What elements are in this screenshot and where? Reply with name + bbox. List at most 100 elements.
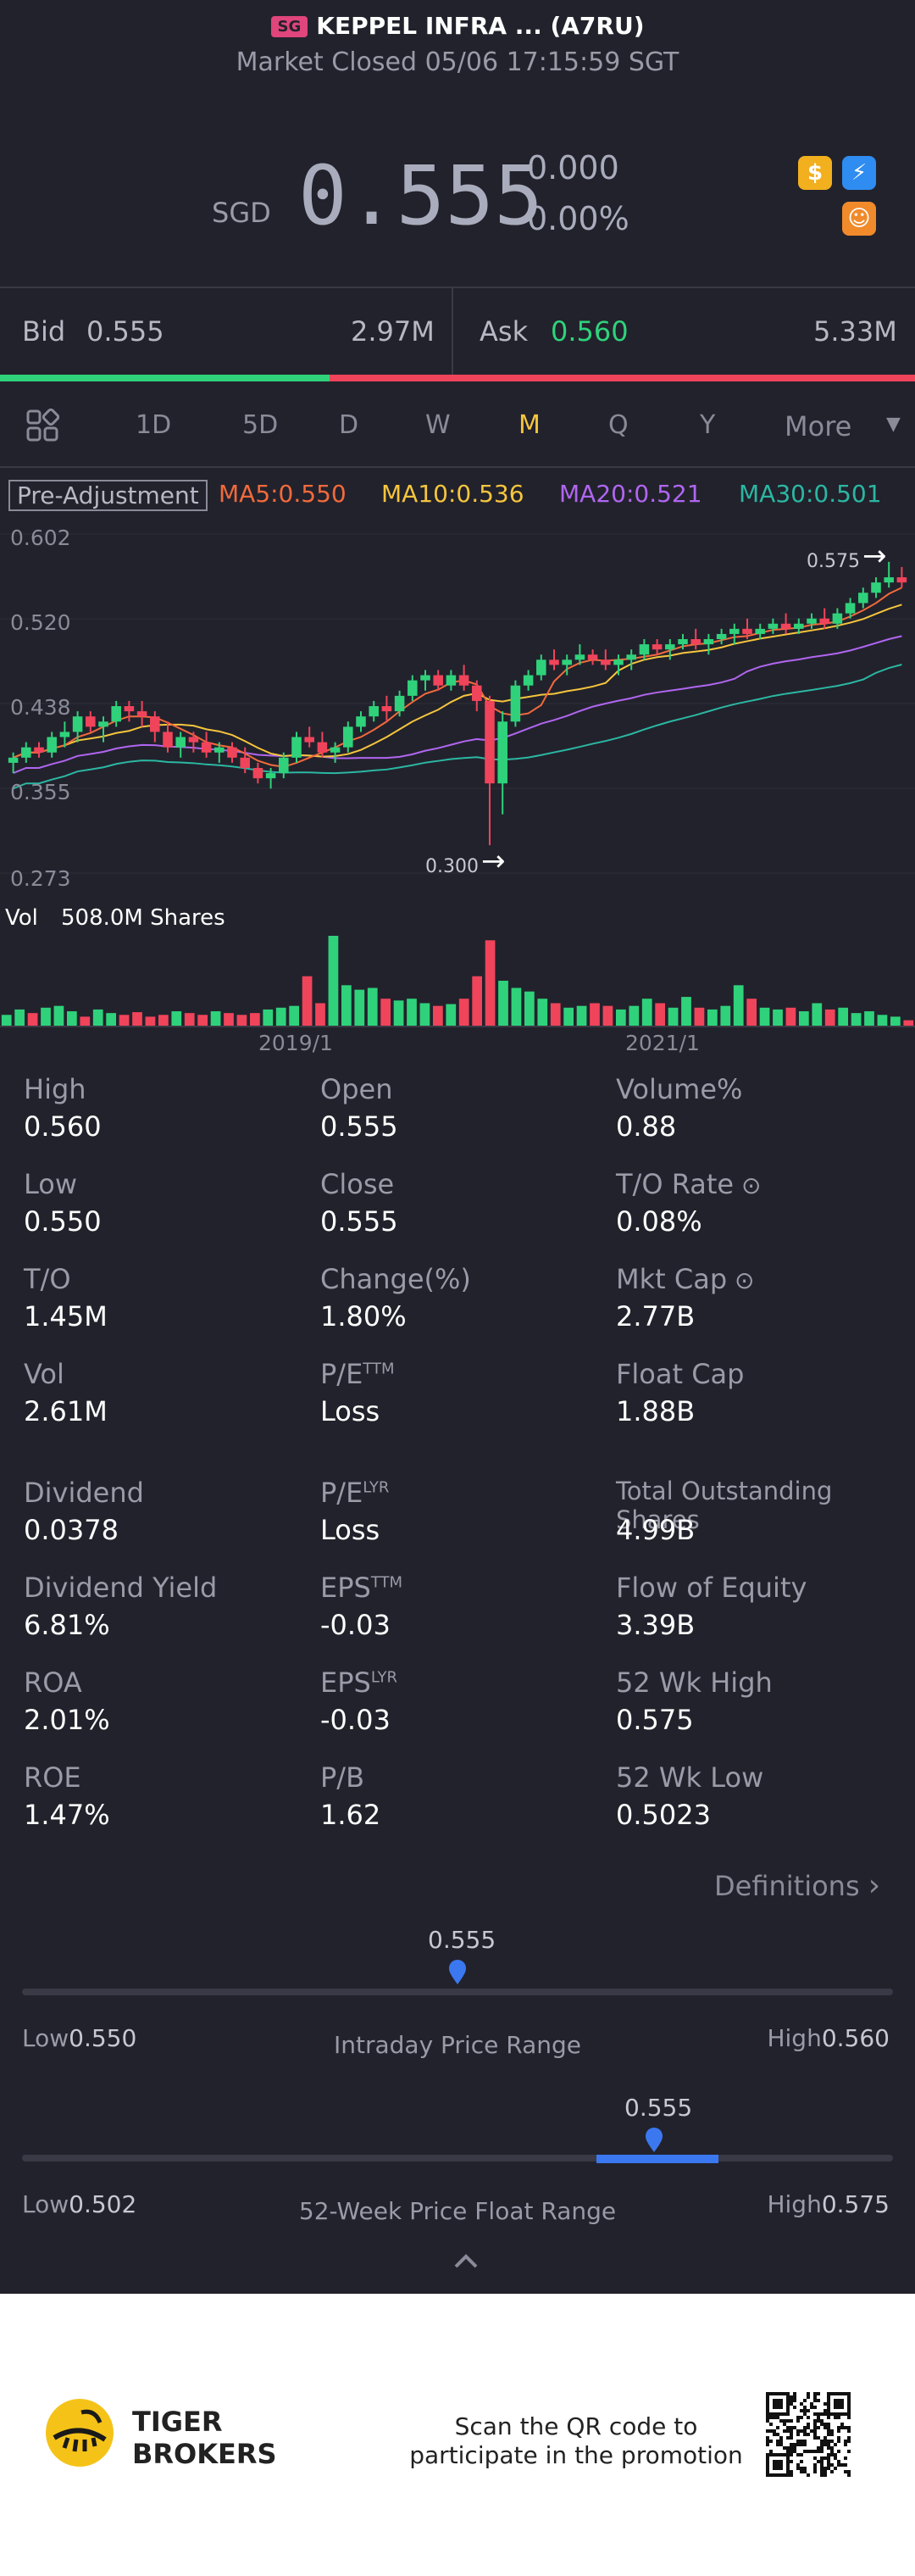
qr-module [790,2436,793,2440]
volume-bar [733,985,744,1026]
qr-module [800,2453,803,2456]
stat-label-text: EPS [320,1572,371,1604]
tab-d[interactable]: D [339,410,359,440]
tab-5d[interactable]: 5D [242,410,279,440]
tiger-icon[interactable]: ☺ [842,202,876,236]
qr-module [827,2433,830,2436]
qr-module [807,2473,810,2477]
qr-module [844,2463,847,2467]
tab-w[interactable]: W [425,410,451,440]
tab-y[interactable]: Y [700,410,716,440]
candle [47,732,57,758]
week52-current-value: 0.555 [624,2094,693,2122]
qr-module [830,2392,834,2395]
volume-bar [655,1003,666,1026]
candle [408,675,418,701]
qr-module [776,2412,779,2416]
qr-module [813,2450,817,2453]
qr-module [783,2412,786,2416]
qr-module [827,2416,830,2419]
candle [381,695,392,722]
qr-module [830,2463,834,2467]
stat-value: 0.08% [616,1205,702,1238]
tab-m[interactable]: M [518,410,541,440]
currency-label: SGD [212,197,271,229]
qr-module [820,2456,824,2460]
qr-module [803,2440,807,2443]
qr-module [817,2426,820,2429]
candle [369,700,379,722]
qr-module [773,2392,776,2395]
candle [858,587,868,609]
volume-bar [759,1007,770,1026]
qr-module [773,2453,776,2456]
volume-chart[interactable] [0,932,915,1027]
volume-bar [641,999,652,1026]
price-chart[interactable] [0,517,915,890]
qr-module [803,2443,807,2446]
stat-label-text: P/E [320,1358,363,1390]
pre-adjustment-toggle[interactable]: Pre-Adjustment [8,480,208,511]
qr-module [803,2426,807,2429]
stat-label: Float Cap [616,1358,744,1390]
qr-module [790,2473,793,2477]
qr-code[interactable] [766,2392,851,2477]
volume-bar [289,1005,300,1026]
stat-label-sup: TTM [363,1360,395,1378]
lightning-icon[interactable]: ⚡ [842,156,876,190]
qr-module [776,2399,779,2402]
info-icon[interactable]: ⊙ [734,1171,762,1199]
definitions-label: Definitions [714,1870,860,1902]
qr-module [830,2433,834,2436]
ma20-label: MA20:0.521 [559,480,702,508]
tab-1d[interactable]: 1D [136,410,172,440]
qr-module [824,2423,827,2426]
volume-bar [224,1013,234,1026]
candle [214,742,225,763]
qr-module [813,2426,817,2429]
qr-module [840,2399,844,2402]
chevron-down-icon[interactable]: ▼ [886,414,901,435]
qr-module [824,2409,827,2412]
qr-module [807,2409,810,2412]
price-change-percent: 0.00% [527,200,629,237]
stat-label: Dividend Yield [24,1572,217,1604]
qr-module [803,2409,807,2412]
qr-module [779,2440,783,2443]
ask-size: 5.33M [813,315,897,348]
dollar-icon[interactable]: $ [798,156,832,190]
qr-module [827,2399,830,2402]
qr-module [834,2456,837,2460]
qr-module [847,2426,851,2429]
qr-module [776,2402,779,2406]
stat-label-text: ROE [24,1761,81,1794]
qr-module [793,2426,796,2429]
volume-bar [41,1007,51,1026]
qr-module [824,2440,827,2443]
candle [807,613,817,629]
candle [150,711,160,743]
stat-label: Change(%) [320,1263,471,1295]
qr-module [773,2463,776,2467]
ma10-line [13,604,902,759]
stat-label: 52 Wk Low [616,1761,763,1794]
definitions-link[interactable]: Definitions › [714,1868,880,1903]
layout-grid-icon[interactable] [25,408,60,442]
chevron-up-icon[interactable] [449,2248,483,2273]
qr-module [827,2443,830,2446]
qr-module [813,2392,817,2395]
candle [252,762,263,784]
app-background [0,0,915,2294]
candle [163,721,173,753]
tab-more[interactable]: More [785,410,852,442]
tab-q[interactable]: Q [608,410,629,440]
qr-module [773,2429,776,2433]
qr-module [796,2440,800,2443]
stat-label: Vol [24,1358,64,1390]
volume-bar [66,1011,77,1026]
qr-module [800,2440,803,2443]
qr-module [817,2460,820,2463]
info-icon[interactable]: ⊙ [727,1266,755,1294]
qr-module [827,2423,830,2426]
qr-module [820,2412,824,2416]
